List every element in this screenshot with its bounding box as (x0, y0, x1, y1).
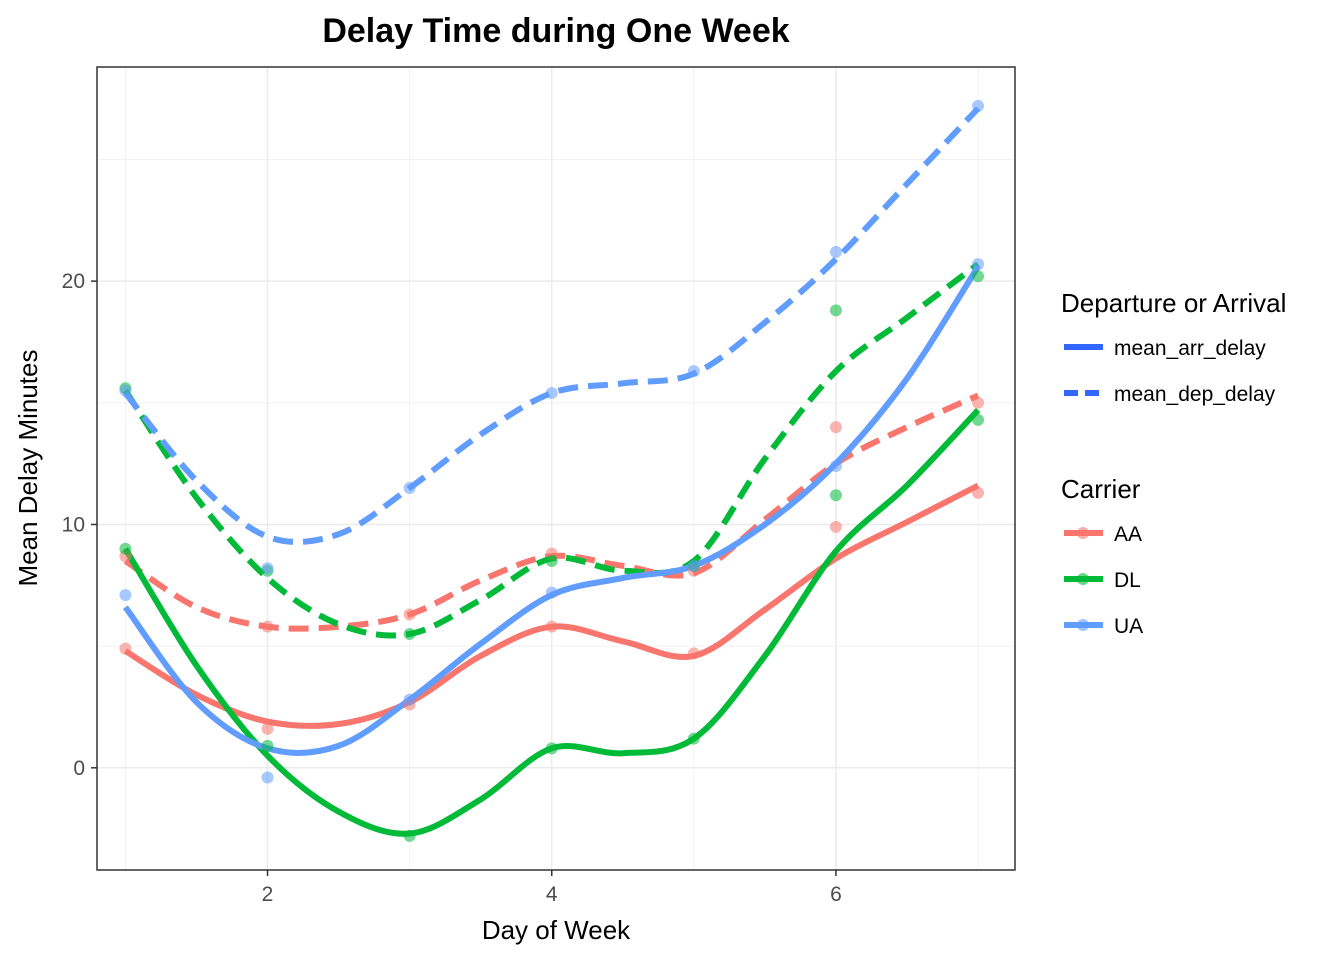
ua-mean-dep-delay-point (829, 245, 842, 258)
ua-mean-arr-delay-point (972, 258, 985, 271)
dl-mean-dep-delay-point (972, 270, 985, 283)
dl-mean-arr-delay-point (829, 489, 842, 502)
legend-label-aa: AA (1114, 523, 1142, 546)
aa-mean-arr-delay-point (829, 520, 842, 533)
y-tick-label: 0 (73, 757, 85, 780)
y-tick-label: 20 (62, 270, 85, 293)
ua-mean-arr-delay-point (119, 589, 132, 602)
ua-mean-dep-delay-point (687, 365, 700, 378)
aa-mean-arr-delay-point (119, 642, 132, 655)
legend-label-mean-arr-delay: mean_arr_delay (1114, 337, 1266, 360)
legend-linetype: Departure or Arrival mean_arr_delay mean… (1061, 288, 1286, 406)
dl-mean-arr-delay-point (119, 542, 132, 555)
dl-mean-dep-delay-point (545, 554, 558, 567)
ua-mean-arr-delay-point (829, 460, 842, 473)
ua-mean-dep-delay-point (545, 387, 558, 400)
y-axis-title: Mean Delay Minutes (13, 350, 43, 587)
y-axis-ticks: 0 10 20 (62, 270, 97, 780)
plot-panel-border (96, 66, 1016, 871)
ua-mean-arr-delay-point (261, 771, 274, 784)
aa-mean-dep-delay-point (261, 620, 274, 633)
legend-title-carrier: Carrier (1061, 474, 1141, 504)
aa-mean-arr-delay-point (972, 486, 985, 499)
data-points (119, 99, 985, 842)
dl-mean-dep-delay-point (403, 627, 416, 640)
x-tick-label: 4 (546, 883, 558, 906)
legend-point-aa (1077, 527, 1089, 539)
dl-mean-arr-delay-point (972, 413, 985, 426)
legend-title-linetype: Departure or Arrival (1061, 288, 1286, 318)
legend-carrier: Carrier AA DL UA (1061, 474, 1143, 638)
x-tick-label: 2 (262, 883, 274, 906)
aa-mean-arr-delay-point (687, 647, 700, 660)
dl-mean-arr-delay-point (261, 739, 274, 752)
ua-mean-dep-delay-point (403, 481, 416, 494)
x-axis-title: Day of Week (482, 915, 631, 945)
chart-title: Delay Time during One Week (322, 12, 789, 50)
legend-label-dl: DL (1114, 569, 1141, 592)
aa-mean-arr-delay-point (545, 620, 558, 633)
aa-mean-dep-delay-point (972, 396, 985, 409)
aa-mean-dep-delay-point (829, 421, 842, 434)
x-axis-ticks: 2 4 6 (262, 870, 842, 906)
y-tick-label: 10 (62, 513, 85, 536)
minor-gridlines (97, 67, 1015, 870)
dl-mean-arr-delay-point (545, 742, 558, 755)
ua-mean-arr-delay-point (403, 693, 416, 706)
x-tick-label: 6 (830, 883, 842, 906)
legend-point-ua (1077, 619, 1089, 631)
aa-mean-dep-delay-point (403, 608, 416, 621)
dl-mean-arr-delay-point (687, 732, 700, 745)
ua-mean-dep-delay-point (261, 562, 274, 575)
dl-mean-dep-delay-point (829, 304, 842, 317)
ua-mean-arr-delay-point (687, 559, 700, 572)
ua-mean-dep-delay-point (119, 384, 132, 397)
legend-label-ua: UA (1114, 615, 1143, 638)
ua-mean-arr-delay-point (545, 586, 558, 599)
ua-mean-dep-delay-point (972, 99, 985, 112)
legend-label-mean-dep-delay: mean_dep_delay (1114, 383, 1276, 406)
legend-point-dl (1077, 573, 1089, 585)
dl-mean-arr-delay-point (403, 829, 416, 842)
aa-mean-arr-delay-point (261, 722, 274, 735)
